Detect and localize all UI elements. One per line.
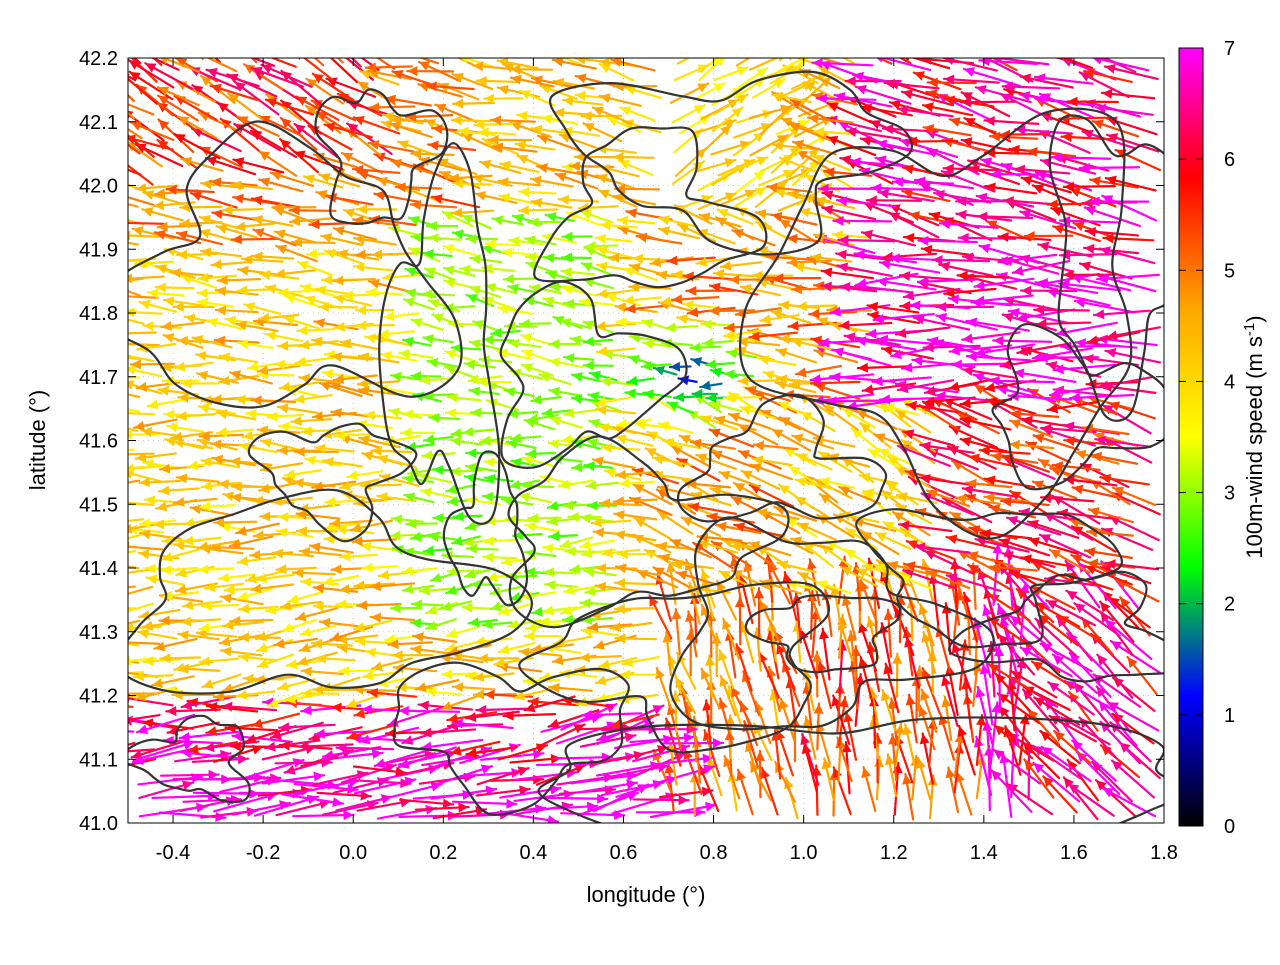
wind-arrow-head [122,273,132,283]
wind-arrow-head [96,481,107,491]
wind-arrow-head [96,711,107,721]
wind-arrow-head [117,408,127,418]
wind-arrow-shaft [73,729,133,732]
wind-arrow [73,724,133,734]
wind-arrow-head [122,524,133,534]
wind-arrow-head [99,419,110,429]
wind-arrow-head [99,280,110,289]
wind-arrow-shaft [113,454,154,455]
wind-arrow-head [120,656,130,666]
wind-arrow-shaft [99,607,136,608]
wind-arrow-head [73,724,83,734]
wind-arrow-head [104,537,115,547]
wind-arrow-head [101,277,112,287]
wind-arrow-head [114,291,124,301]
wind-arrow-head [108,717,119,727]
wind-arrow-head [117,339,127,349]
wind-arrow-head [108,669,118,679]
wind-arrow-head [96,653,107,663]
wind-arrow-head [107,465,117,475]
wind-arrow-head [104,402,115,412]
wind-arrow-head [118,606,129,616]
wind-arrow-head [103,350,114,360]
wind-arrow-head [116,351,127,361]
wind-arrow-head [104,517,114,527]
wind-arrow-shaft [540,798,608,799]
wind-arrow-shaft [115,332,156,333]
wind-arrow-head [92,585,102,595]
wind-arrow-head [115,667,126,677]
wind-arrow-head [122,430,132,440]
wind-arrow-head [99,603,109,613]
wind-arrow-head [112,591,123,601]
wind-arrow-head [115,328,125,338]
wind-arrow-head [104,337,114,347]
